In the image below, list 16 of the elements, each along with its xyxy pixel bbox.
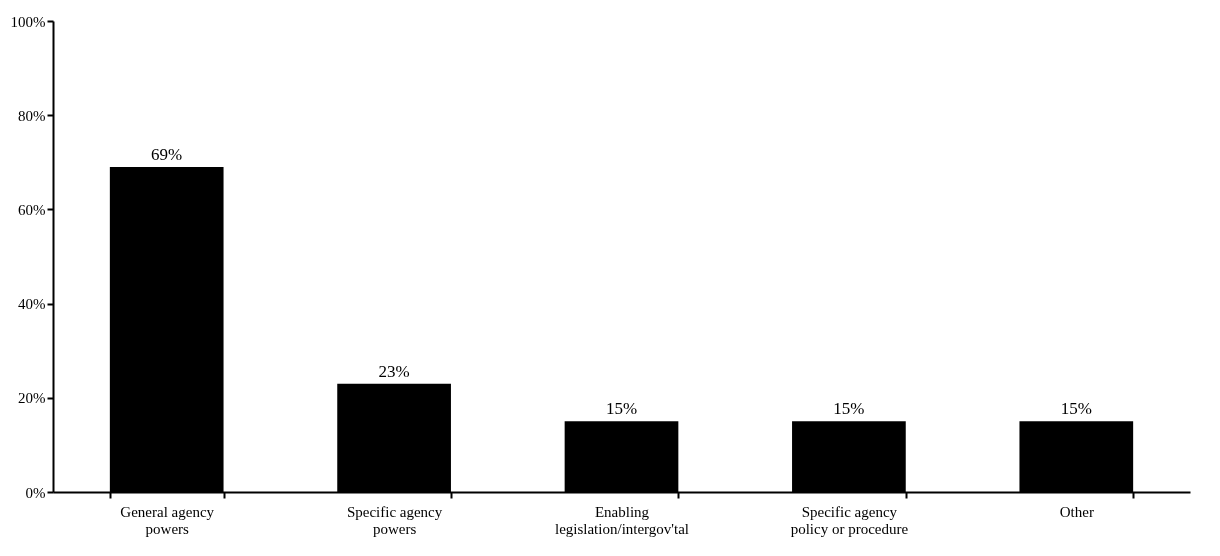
x-tick-label: Other <box>1059 503 1094 520</box>
x-tick-label: Specific agency policy or procedure <box>790 503 909 537</box>
y-tick-label: 40% <box>18 296 46 313</box>
y-tick-label: 60% <box>18 201 46 218</box>
data-label: 23% <box>378 361 410 381</box>
data-label: 15% <box>605 399 638 419</box>
y-tick-label: 80% <box>18 107 46 124</box>
x-tick-label: Enabling legislation/intergov'tal <box>554 503 690 537</box>
data-label: 15% <box>1060 399 1092 419</box>
y-tick-label: 0% <box>25 484 46 501</box>
y-tick-label: 100% <box>10 13 46 30</box>
y-tick-label: 20% <box>18 390 46 407</box>
x-tick-label: Specific agency powers <box>346 503 443 537</box>
data-label: 69% <box>151 145 183 165</box>
data-label: 15% <box>833 399 865 419</box>
x-tick-label: General agency powers <box>120 503 215 537</box>
